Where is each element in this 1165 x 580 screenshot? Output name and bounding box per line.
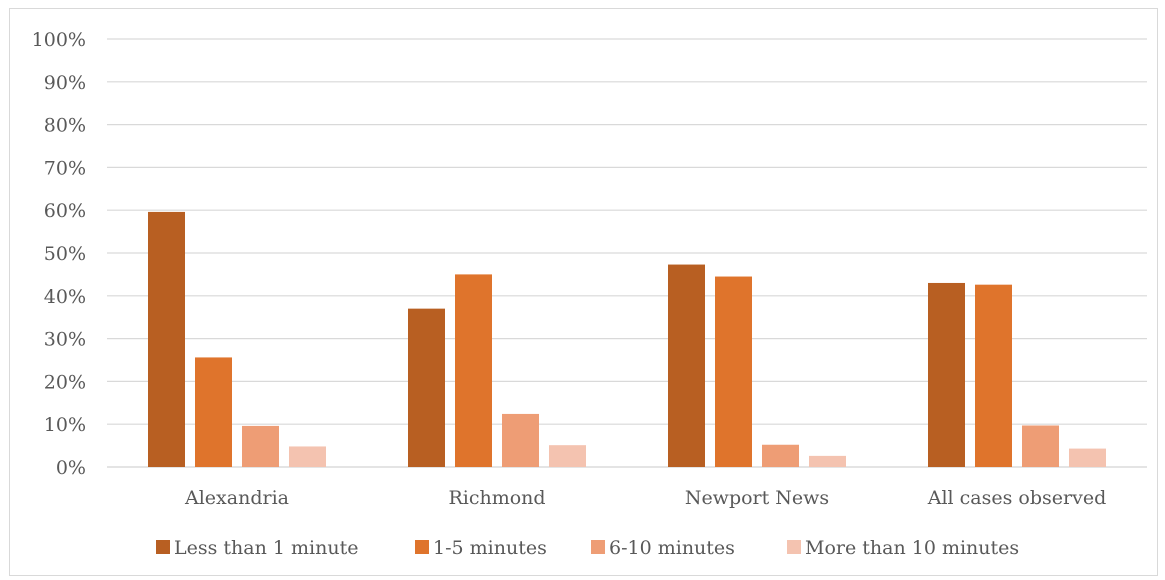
legend: Less than 1 minute 1-5 minutes 6-10 minute… bbox=[156, 537, 1019, 559]
bar bbox=[195, 357, 232, 467]
bar bbox=[408, 308, 445, 467]
x-axis-categories: Alexandria Richmond Newport News All cases … bbox=[184, 487, 1106, 509]
y-tick-label: 60% bbox=[44, 200, 86, 222]
y-tick-label: 70% bbox=[44, 157, 86, 179]
legend-swatch bbox=[415, 540, 429, 554]
y-tick-label: 100% bbox=[32, 29, 86, 51]
y-tick-label: 10% bbox=[44, 414, 86, 436]
chart-frame bbox=[9, 8, 1158, 576]
bar bbox=[762, 444, 799, 467]
bars bbox=[148, 211, 1106, 467]
bar bbox=[975, 284, 1012, 467]
bar bbox=[549, 445, 586, 467]
bar bbox=[809, 455, 846, 467]
y-tick-label: 20% bbox=[44, 371, 86, 393]
bar bbox=[289, 446, 326, 467]
bar bbox=[455, 274, 492, 467]
y-tick-label: 80% bbox=[44, 115, 86, 137]
y-tick-label: 50% bbox=[44, 243, 86, 265]
bar bbox=[502, 413, 539, 467]
legend-label: 6-10 minutes bbox=[609, 537, 735, 559]
legend-swatch bbox=[591, 540, 605, 554]
bar bbox=[1022, 425, 1059, 467]
y-tick-label: 90% bbox=[44, 72, 86, 94]
x-category-label: Alexandria bbox=[184, 487, 289, 509]
bar bbox=[928, 282, 965, 467]
y-tick-label: 40% bbox=[44, 286, 86, 308]
y-tick-label: 0% bbox=[56, 457, 86, 479]
bar bbox=[148, 211, 185, 467]
x-category-label: All cases observed bbox=[927, 487, 1107, 509]
legend-swatch bbox=[156, 540, 170, 554]
bar bbox=[242, 425, 279, 467]
y-tick-label: 30% bbox=[44, 329, 86, 351]
bar bbox=[715, 276, 752, 467]
legend-label: More than 10 minutes bbox=[805, 537, 1019, 559]
bar bbox=[1069, 448, 1106, 467]
gridlines bbox=[107, 38, 1147, 468]
y-axis-ticks: 0% 10% 20% 30% 40% 50% 60% 70% 80% 90% 100% bbox=[32, 29, 86, 479]
legend-label: Less than 1 minute bbox=[174, 537, 358, 559]
x-category-label: Richmond bbox=[448, 487, 545, 509]
x-category-label: Newport News bbox=[685, 487, 829, 509]
legend-swatch bbox=[787, 540, 801, 554]
legend-label: 1-5 minutes bbox=[433, 537, 547, 559]
bar bbox=[668, 264, 705, 467]
